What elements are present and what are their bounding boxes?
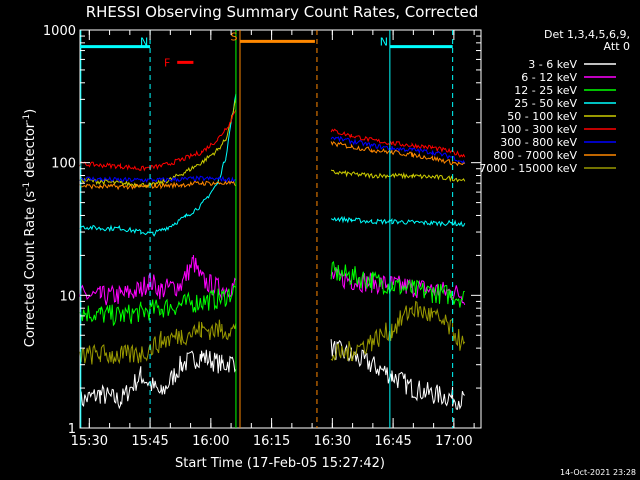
legend-label: 6 - 12 keV [521,71,577,84]
legend-label: 3 - 6 keV [528,58,577,71]
chart-title: RHESSI Observing Summary Count Rates, Co… [86,3,479,21]
x-tick-label: 16:00 [192,434,229,449]
observing-markers: N N F S [80,30,454,428]
series-line [79,284,237,327]
legend-label: 7000 - 15000 keV [479,162,577,175]
legend-label: 800 - 7000 keV [493,149,577,162]
x-axis-label: Start Time (17-Feb-05 15:27:42) [175,456,385,471]
series-line [79,180,237,191]
series-line [79,349,237,412]
series-line [330,300,466,362]
series-line [79,109,237,172]
x-tick-label: 15:45 [131,434,168,449]
x-tick-label: 17:00 [435,434,472,449]
x-tick-label: 16:15 [253,434,290,449]
marker-label: N [140,36,148,49]
legend-label: 300 - 800 keV [500,136,577,149]
y-tick-label: 1000 [43,24,76,39]
y-tick-label: 10 [59,289,76,304]
marker-label: F [164,56,170,69]
y-tick-label: 1 [68,422,76,437]
series-line [330,128,466,158]
y-axis-label: Corrected Count Rate (s-1 detector-1) [22,109,38,347]
x-tick-label: 15:30 [71,434,108,449]
plot-area [79,93,466,412]
series-line [79,254,237,306]
legend-header: Att 0 [604,40,630,53]
series-line [79,93,237,237]
x-axis: 15:30 15:45 16:00 16:15 16:30 16:45 17:00 [71,30,475,449]
series-line [79,319,237,365]
y-tick-label: 100 [51,157,76,172]
series-line [330,215,466,228]
marker-label: S [231,30,238,43]
series-line [79,98,237,189]
series-line [330,141,465,167]
x-tick-label: 16:30 [314,434,351,449]
series-line [330,135,466,164]
series-line [79,175,237,184]
plot-frame [79,29,482,429]
footer-timestamp: 14-Oct-2021 23:28 [560,468,636,477]
series-line [330,265,466,306]
legend-label: 100 - 300 keV [500,123,577,136]
y-axis: 1 10 100 1000 [43,24,481,437]
legend-label: 50 - 100 keV [507,110,577,123]
legend-header: Det 1,3,4,5,6,9, [544,28,630,41]
series-line [330,169,466,183]
x-tick-label: 16:45 [374,434,411,449]
series-line [330,260,465,308]
marker-label: N [380,36,388,49]
legend-label: 12 - 25 keV [514,84,577,97]
legend-label: 25 - 50 keV [514,97,577,110]
